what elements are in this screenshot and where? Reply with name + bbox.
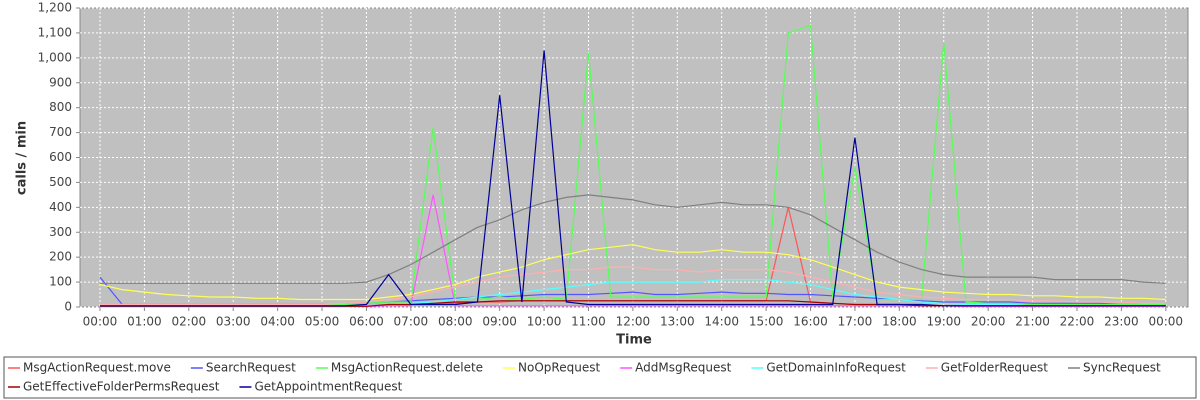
- legend-box: [3, 356, 1197, 399]
- series-line: [100, 194, 1166, 284]
- y-tick-label: 300: [49, 225, 72, 239]
- y-axis-title: calls / min: [15, 121, 30, 195]
- x-tick-label: 13:00: [660, 315, 695, 329]
- x-tick-label: 16:00: [793, 315, 828, 329]
- series-line: [100, 279, 1166, 308]
- legend-label: MsgActionRequest.move: [23, 361, 171, 375]
- x-tick-label: 07:00: [394, 315, 429, 329]
- y-tick-label: 1,200: [38, 1, 72, 15]
- y-tick-label: 200: [49, 250, 72, 264]
- legend-label: AddMsgRequest: [635, 361, 731, 375]
- y-tick-label: 1,000: [38, 50, 72, 64]
- x-axis-title: Time: [616, 333, 652, 348]
- legend-label: SyncRequest: [1083, 361, 1161, 375]
- y-tick-label: 400: [49, 200, 72, 214]
- x-tick-label: 12:00: [616, 315, 651, 329]
- x-tick-label: 08:00: [438, 315, 473, 329]
- x-tick-label: 19:00: [926, 315, 961, 329]
- x-tick-label: 15:00: [749, 315, 784, 329]
- y-tick-label: 1,100: [38, 25, 72, 39]
- x-tick-label: 05:00: [305, 315, 340, 329]
- x-tick-label: 20:00: [971, 315, 1006, 329]
- y-tick-label: 100: [49, 275, 72, 289]
- y-tick-label: 900: [49, 75, 72, 89]
- y-tick-label: 0: [64, 300, 72, 314]
- x-tick-label: 00:00: [1148, 315, 1183, 329]
- y-tick-label: 700: [49, 125, 72, 139]
- legend: MsgActionRequest.move SearchRequest MsgAct…: [8, 361, 1161, 394]
- x-tick-label: 09:00: [482, 315, 517, 329]
- x-tick-label: 00:00: [83, 315, 118, 329]
- x-tick-label: 22:00: [1060, 315, 1095, 329]
- series-line: [99, 244, 1166, 301]
- x-tick-label: 03:00: [216, 315, 251, 329]
- x-tick-label: 11:00: [571, 315, 606, 329]
- y-tick-label: 500: [49, 175, 72, 189]
- legend-label: GetEffectiveFolderPermsRequest: [23, 380, 220, 394]
- y-tick-label: 600: [49, 150, 72, 164]
- x-tick-label: 18:00: [882, 315, 917, 329]
- series-line: [100, 50, 1166, 307]
- x-tick-label: 14:00: [704, 315, 739, 329]
- x-tick-label: 06:00: [349, 315, 384, 329]
- series-line: [100, 266, 1166, 306]
- legend-label: GetFolderRequest: [941, 361, 1049, 375]
- x-tick-label: 04:00: [260, 315, 295, 329]
- x-tick-label: 17:00: [838, 315, 873, 329]
- y-tick-label: 800: [49, 100, 72, 114]
- x-tick-label: 01:00: [127, 315, 162, 329]
- x-tick-label: 10:00: [527, 315, 562, 329]
- x-tick-label: 02:00: [172, 315, 207, 329]
- legend-label: GetAppointmentRequest: [254, 380, 402, 394]
- legend-label: SearchRequest: [206, 361, 296, 375]
- x-tick-label: 21:00: [1015, 315, 1050, 329]
- x-tick-label: 23:00: [1104, 315, 1139, 329]
- legend-label: MsgActionRequest.delete: [331, 361, 483, 375]
- legend-label: GetDomainInfoRequest: [766, 361, 906, 375]
- legend-label: NoOpRequest: [518, 361, 600, 375]
